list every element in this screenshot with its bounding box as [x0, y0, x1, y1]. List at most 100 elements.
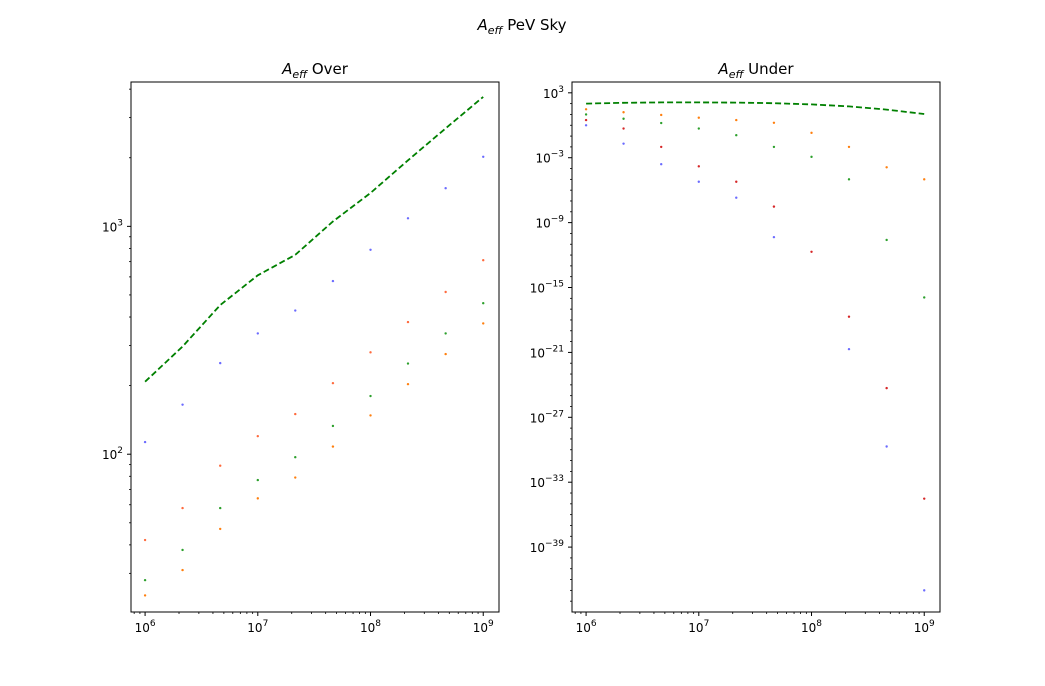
- chart-1-series-2-point: [923, 296, 926, 299]
- chart-1-series-3-point: [584, 108, 588, 111]
- chart-0-xtick-label: 107: [247, 619, 268, 635]
- chart-1-series-0-point: [923, 589, 926, 592]
- chart-1-series-2-point: [735, 134, 738, 137]
- chart-1-series-2-point: [584, 113, 588, 116]
- chart-0-ytick-label: 102: [102, 446, 123, 462]
- chart-0-series-2-point: [294, 456, 297, 459]
- chart-1-ytick-label: 103: [543, 85, 564, 101]
- chart-0-series-0-point: [143, 440, 147, 444]
- chart-0-series-0-point: [331, 279, 335, 283]
- chart-1-series-2-point: [847, 178, 851, 181]
- chart-0-series-1-point: [406, 320, 410, 324]
- chart-1-series-3-point: [735, 118, 738, 122]
- chart-1-series-3-point: [923, 178, 926, 181]
- chart-1-series-3-point: [622, 111, 625, 114]
- chart-1-ytick-label: 10−27: [530, 409, 564, 425]
- chart-0-xtick-label: 109: [473, 619, 494, 635]
- chart-1-series-1-point: [772, 205, 776, 208]
- chart-1-series-3-point: [810, 131, 813, 135]
- chart-0-series-2-point: [219, 506, 222, 510]
- chart-0-axes-frame: [130, 81, 500, 613]
- chart-1-series-2-point: [622, 117, 625, 120]
- chart-1-series-0-point: [772, 235, 776, 239]
- chart-1-series-1-point: [697, 165, 700, 168]
- chart-0-series-1-point: [482, 259, 485, 262]
- chart-0-series-4-line: [144, 96, 484, 383]
- chart-0-series-2-point: [256, 478, 259, 482]
- chart-0-xtick-label: 106: [135, 619, 156, 635]
- chart-1-series-0-point: [660, 163, 663, 166]
- chart-1-series-3-point: [885, 166, 888, 169]
- chart-1-xtick-label: 107: [688, 619, 709, 635]
- chart-1-xtick-label: 109: [914, 619, 935, 635]
- chart-1-series-2-point: [772, 145, 776, 149]
- chart-1-series-3-point: [772, 121, 776, 124]
- chart-0-series-3-point: [219, 527, 222, 531]
- chart-0-series-0-point: [181, 403, 184, 406]
- chart-1-series-0-point: [622, 142, 625, 145]
- chart-0-series-2-point: [181, 548, 184, 552]
- chart-1-series-0-point: [697, 180, 700, 183]
- chart-0-series-1-point: [256, 434, 259, 438]
- chart-0-series-0-point: [369, 248, 372, 251]
- chart-0-series-1-point: [143, 538, 147, 542]
- chart-1-axes-frame: [571, 81, 941, 613]
- chart-1-ytick-label: 10−33: [530, 474, 564, 490]
- chart-1-series-1-point: [923, 497, 926, 500]
- chart-0-series-1-point: [444, 290, 447, 294]
- chart-0-title: Aeff Over: [281, 60, 349, 81]
- chart-0-series-3-point: [143, 594, 147, 597]
- chart-1-series-0-point: [584, 124, 588, 127]
- figure-suptitle: Aeff PeV Sky: [476, 16, 566, 37]
- chart-0-series-3-point: [406, 382, 410, 386]
- chart-0-series-2-point: [369, 394, 372, 398]
- chart-0-series-2-point: [444, 332, 447, 335]
- chart-1-series-1-point: [810, 250, 813, 254]
- chart-0-series-2-point: [143, 578, 147, 582]
- chart-0-series-2-point: [482, 301, 485, 305]
- chart-1-series-1-point: [622, 127, 625, 130]
- chart-1-ytick-label: 10−39: [530, 539, 565, 555]
- chart-0-series-1-point: [181, 506, 184, 510]
- chart-1-series-0-point: [847, 347, 851, 351]
- chart-1-series-4-line: [586, 101, 925, 115]
- chart-1-xtick-label: 106: [576, 619, 597, 635]
- chart-panel-under: Aeff Under 106 107 108 109 103 10−3 10−9 10−15 10…: [530, 60, 941, 635]
- chart-0-series-3-point: [369, 414, 372, 417]
- chart-0-series-3-point: [181, 568, 184, 572]
- chart-0-series-3-point: [331, 445, 335, 448]
- chart-0-series-0-point: [482, 155, 485, 158]
- chart-1-series-0-point: [735, 196, 738, 199]
- chart-0-series-0-point: [406, 217, 410, 220]
- chart-0-series-1-point: [331, 381, 335, 385]
- chart-1-ytick-label: 10−3: [535, 150, 564, 166]
- chart-1-ytick-label: 10−15: [530, 280, 564, 296]
- chart-1-series-1-point: [885, 386, 888, 390]
- chart-0-series-3-point: [444, 352, 447, 356]
- chart-0-series-1-point: [294, 412, 297, 416]
- chart-1-series-2-point: [810, 155, 813, 159]
- chart-1-series-3-point: [660, 113, 663, 117]
- chart-0-series-0-point: [219, 361, 222, 365]
- chart-0-series-3-point: [294, 476, 297, 479]
- chart-0-series-3-point: [256, 497, 259, 500]
- chart-1-series-1-point: [660, 145, 663, 149]
- chart-0-series-1-point: [219, 464, 222, 467]
- chart-1-series-2-point: [660, 121, 663, 125]
- chart-0-series-2-point: [406, 362, 410, 365]
- chart-1-series-3-point: [697, 116, 700, 119]
- chart-0-series-0-point: [256, 332, 259, 335]
- chart-1-series-2-point: [697, 127, 700, 130]
- chart-1-series-1-point: [735, 180, 738, 183]
- chart-1-series-1-point: [847, 315, 851, 318]
- chart-0-series-3-point: [482, 322, 485, 325]
- chart-0-xtick-label: 108: [360, 619, 381, 635]
- chart-1-series-0-point: [885, 445, 888, 448]
- chart-1-series-1-point: [584, 118, 588, 122]
- chart-panel-over: Aeff Over 106 107 108 109 102 103: [102, 60, 500, 635]
- chart-1-series-2-point: [885, 238, 888, 242]
- chart-1-title: Aeff Under: [717, 60, 794, 81]
- chart-1-xtick-label: 108: [801, 619, 822, 635]
